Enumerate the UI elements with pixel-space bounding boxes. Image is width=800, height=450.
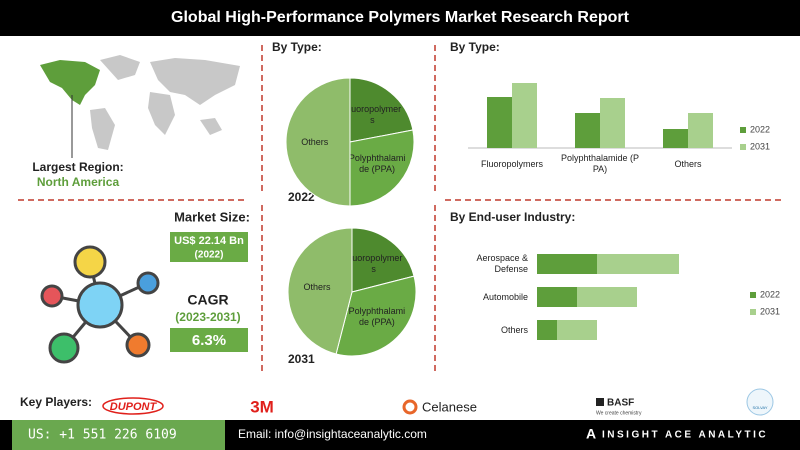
slice-label: Fluoropolymers (344, 253, 403, 275)
legend-swatch (750, 292, 756, 298)
bar (487, 97, 512, 148)
bar (663, 129, 688, 148)
market-size-value: US$ 22.14 Bn (174, 235, 244, 247)
legend-swatch (740, 127, 746, 133)
legend-swatch (740, 144, 746, 150)
cagr-value: 6.3% (192, 332, 226, 349)
legend-label: 2022 (760, 289, 780, 299)
legend-swatch (750, 309, 756, 315)
y-tick-label-box: Others (500, 324, 528, 335)
title: Global High-Performance Polymers Market … (171, 9, 630, 26)
x-tick-label: Polyphthalamide (PPA) (560, 153, 640, 174)
y-tick-label: Others (500, 324, 528, 335)
chart-subtitle: 2031 (288, 352, 315, 366)
bar (537, 287, 577, 307)
phone: US: +1 551 226 6109 (28, 428, 177, 443)
bar (577, 287, 637, 307)
x-tick-label-box: Others (674, 158, 702, 169)
pie-slice (349, 129, 415, 207)
y-tick-label-box: Automobile (482, 291, 528, 302)
cagr-box (170, 328, 248, 352)
y-tick-label-box: Aerospace & Defense (476, 253, 528, 274)
bar (557, 320, 597, 340)
slice-label-box: Others (301, 136, 329, 147)
world-map (40, 55, 240, 150)
region-value: North America (37, 175, 120, 189)
pie-slice (349, 77, 414, 143)
cagr-label: CAGR (187, 292, 228, 308)
y-tick-label: Automobile (482, 291, 528, 302)
x-tick-label-box: Polyphthalamide (PPA) (560, 153, 640, 174)
brand: INSIGHT ACE ANALYTIC (602, 430, 768, 441)
pie-slice (285, 77, 351, 207)
logo-swirl (402, 399, 418, 415)
logo-frame (102, 397, 164, 415)
slice-label-box: Polyphthalamide (PPA) (348, 305, 406, 327)
bar (537, 320, 557, 340)
logo-dupont: DUPONT (110, 401, 158, 413)
slice-label-box: Others (303, 282, 331, 293)
pie-slice (335, 275, 417, 357)
slice-label-box: Fluoropolymers (344, 253, 403, 275)
legend-label: 2022 (750, 124, 770, 134)
legend-label: 2031 (750, 141, 770, 151)
key-players-label: Key Players: (20, 395, 92, 409)
logo-square (596, 398, 604, 406)
logo-basf: BASF (607, 398, 634, 409)
slice-label: Polyphthalamide (PPA) (348, 305, 406, 327)
y-tick-label: Aerospace & Defense (476, 253, 528, 274)
pie-slice (287, 227, 353, 355)
x-tick-label: Others (674, 158, 702, 169)
bar (575, 113, 600, 148)
logo-solvay: SOLVAY (752, 405, 767, 410)
market-size-box (170, 232, 248, 262)
logo-3m: 3M (250, 397, 274, 416)
legend-label: 2031 (760, 306, 780, 316)
x-tick-label: Fluoropolymers (480, 158, 544, 169)
chart-title: By Type: (272, 40, 322, 54)
email: Email: info@insightaceanalytic.com (238, 427, 427, 441)
logo-circle (746, 388, 774, 416)
phone-box (12, 420, 225, 450)
brand-icon: A (586, 426, 596, 442)
slice-label-box: Polyphthalamide (PPA) (348, 153, 406, 175)
x-tick-label-box: Fluoropolymers (480, 158, 544, 169)
molecule-icon (40, 245, 160, 364)
chart-title: By Type: (450, 40, 500, 54)
title-bar (0, 0, 800, 36)
slice-label: Others (301, 136, 329, 147)
slice-label: Polyphthalamide (PPA) (348, 153, 406, 175)
bar (512, 83, 537, 148)
slice-label-box: Fluoropolymers (343, 103, 402, 125)
region-label: Largest Region: (32, 160, 123, 174)
bar (600, 98, 625, 148)
slice-label: Fluoropolymers (343, 103, 402, 125)
bar (688, 113, 713, 148)
logo-basf-tagline: We create chemistry (596, 410, 642, 416)
market-size-year: (2022) (195, 250, 224, 261)
bar (597, 254, 679, 274)
pie-slice (351, 227, 415, 293)
market-size-label: Market Size: (174, 209, 250, 224)
cagr-period: (2023-2031) (175, 310, 240, 324)
bar (537, 254, 597, 274)
logo-celanese: Celanese (422, 399, 477, 414)
chart-subtitle: 2022 (288, 190, 315, 204)
slice-label: Others (303, 282, 331, 293)
chart-title: By End-user Industry: (450, 210, 575, 224)
